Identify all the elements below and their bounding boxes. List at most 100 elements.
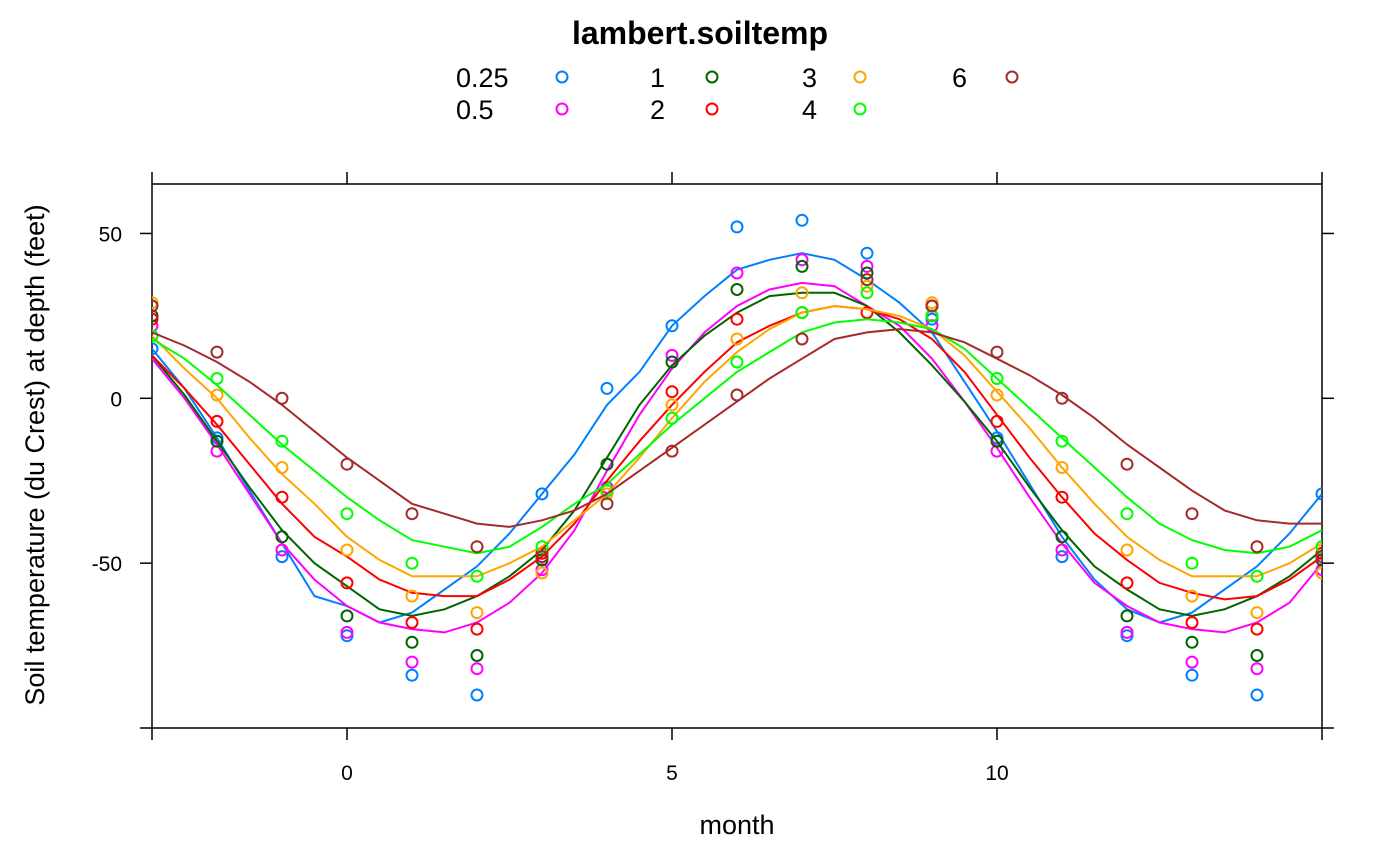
- data-point: [665, 411, 679, 425]
- data-point: [405, 589, 419, 603]
- data-point: [1185, 668, 1199, 682]
- data-point: [1185, 556, 1199, 570]
- data-point: [405, 616, 419, 629]
- legend-marker: [853, 70, 867, 84]
- data-point: [1055, 550, 1069, 564]
- series-line: [152, 281, 1322, 634]
- data-point: [275, 434, 289, 448]
- data-point: [1315, 550, 1322, 564]
- data-point: [535, 566, 549, 580]
- data-point: [405, 635, 419, 649]
- legend-label: 3: [802, 63, 817, 93]
- data-point: [340, 507, 354, 521]
- data-point: [340, 543, 354, 557]
- data-point: [210, 434, 224, 448]
- data-point: [860, 273, 874, 287]
- data-point: [405, 556, 419, 570]
- data-point: [860, 266, 874, 280]
- series-6: [152, 273, 1322, 564]
- series-2: [152, 299, 1322, 636]
- legend-marker: [555, 70, 569, 84]
- data-point: [1250, 606, 1264, 620]
- y-tick-label: 0: [110, 388, 122, 411]
- data-point: [860, 246, 874, 260]
- y-axis-label: Soil temperature (du Crest) at depth (fe…: [20, 204, 50, 705]
- data-point: [210, 414, 224, 428]
- legend-marker: [1005, 70, 1019, 84]
- data-point: [470, 688, 484, 702]
- data-point: [535, 550, 549, 564]
- data-point: [1315, 487, 1322, 501]
- data-point: [1120, 625, 1134, 639]
- data-point: [1055, 461, 1069, 474]
- data-point: [152, 299, 159, 313]
- data-point: [795, 253, 809, 267]
- data-point: [152, 319, 159, 333]
- data-point: [1055, 434, 1069, 448]
- data-point: [860, 259, 874, 273]
- data-point: [470, 662, 484, 676]
- series-group: [152, 213, 1322, 702]
- legend-label: 0.25: [456, 63, 509, 93]
- data-point: [990, 372, 1004, 385]
- data-point: [600, 457, 614, 471]
- legend-label: 1: [650, 63, 665, 93]
- data-point: [470, 622, 484, 636]
- data-point: [1250, 569, 1264, 583]
- data-point: [535, 487, 549, 501]
- data-point: [1250, 540, 1264, 554]
- data-point: [990, 414, 1004, 428]
- data-point: [1315, 566, 1322, 580]
- data-point: [730, 388, 744, 402]
- data-point: [340, 609, 354, 623]
- data-point: [665, 355, 679, 369]
- legend-marker: [555, 102, 569, 116]
- series-line: [152, 304, 1322, 578]
- data-point: [990, 388, 1004, 402]
- data-point: [470, 569, 484, 583]
- data-point: [730, 283, 744, 296]
- data-point: [405, 655, 419, 669]
- data-point: [795, 306, 809, 320]
- data-point: [470, 606, 484, 620]
- data-point: [1250, 688, 1264, 702]
- data-point: [1120, 576, 1134, 590]
- data-point: [665, 398, 679, 412]
- data-point: [535, 540, 549, 554]
- data-point: [730, 332, 744, 346]
- chart-title: lambert.soiltemp: [572, 15, 828, 51]
- x-axis-label: month: [699, 810, 774, 840]
- series-0.25: [152, 213, 1322, 702]
- data-point: [470, 649, 484, 662]
- data-point: [340, 625, 354, 639]
- data-point: [210, 372, 224, 385]
- legend-label: 2: [650, 95, 665, 125]
- data-point: [795, 332, 809, 346]
- data-point: [925, 309, 939, 323]
- series-4: [152, 286, 1322, 583]
- data-point: [340, 576, 354, 590]
- plot-frame: [151, 183, 1323, 729]
- series-line: [152, 252, 1322, 624]
- data-point: [1120, 457, 1134, 471]
- data-point: [210, 388, 224, 402]
- data-point: [1315, 540, 1322, 554]
- legend-label: 0.5: [456, 95, 494, 125]
- series-3: [152, 279, 1322, 620]
- data-point: [1185, 616, 1199, 629]
- data-point: [152, 342, 159, 356]
- legend-marker: [705, 70, 719, 84]
- data-point: [1055, 543, 1069, 557]
- x-tick-label: 5: [666, 762, 678, 785]
- data-point: [470, 540, 484, 554]
- axes: 0 5 10 50 0 -50: [92, 172, 1334, 785]
- data-point: [665, 444, 679, 458]
- data-point: [405, 507, 419, 521]
- y-tick-label: -50: [92, 553, 122, 576]
- plot-area: 0 5 10 50 0 -50: [92, 172, 1334, 785]
- data-point: [1185, 655, 1199, 669]
- y-tick-label: 50: [99, 223, 122, 246]
- data-point: [275, 550, 289, 564]
- series-line: [152, 291, 1322, 617]
- data-point: [275, 391, 289, 405]
